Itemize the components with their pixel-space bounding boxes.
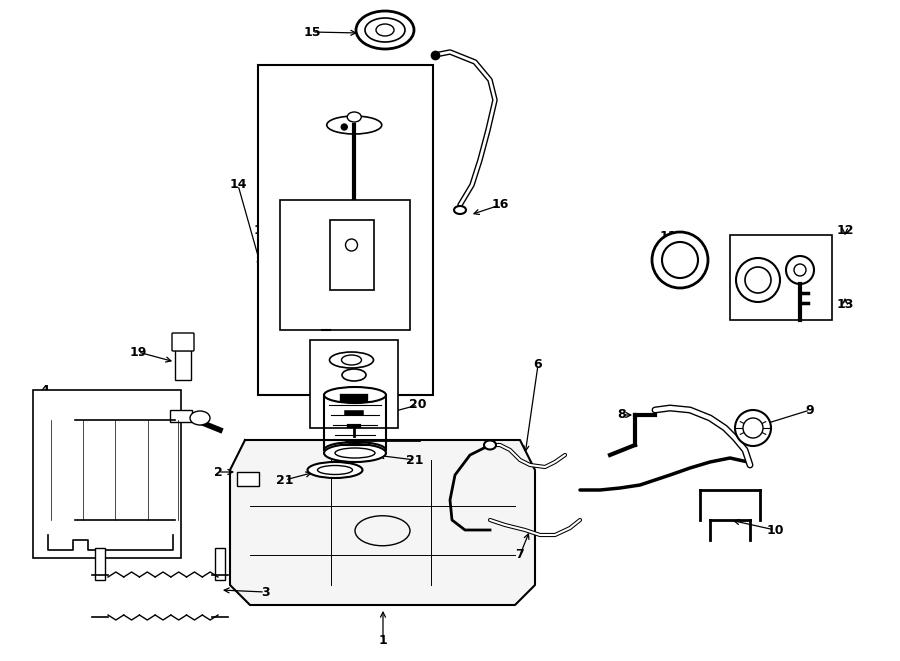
Text: 14: 14 — [230, 178, 247, 192]
Circle shape — [794, 264, 806, 276]
Ellipse shape — [355, 516, 410, 546]
Circle shape — [735, 410, 771, 446]
Ellipse shape — [347, 112, 361, 122]
Text: 4: 4 — [40, 383, 50, 397]
Text: 11: 11 — [659, 231, 677, 243]
Ellipse shape — [376, 24, 394, 36]
Text: 17: 17 — [253, 223, 271, 237]
Text: 13: 13 — [836, 299, 854, 311]
Bar — [280, 200, 410, 330]
Ellipse shape — [318, 465, 353, 475]
Ellipse shape — [342, 354, 366, 366]
Ellipse shape — [324, 444, 386, 462]
Bar — [175, 350, 191, 380]
Text: 15: 15 — [303, 26, 320, 38]
Text: 3: 3 — [261, 586, 269, 598]
Bar — [329, 220, 373, 290]
Text: 1: 1 — [379, 633, 387, 646]
Ellipse shape — [329, 352, 373, 368]
Text: 18: 18 — [410, 352, 427, 364]
Text: 7: 7 — [516, 549, 525, 561]
Circle shape — [745, 267, 771, 293]
Text: 16: 16 — [491, 198, 508, 212]
Text: 20: 20 — [410, 399, 427, 412]
Text: 8: 8 — [617, 408, 626, 422]
Text: 2: 2 — [213, 465, 222, 479]
Ellipse shape — [365, 18, 405, 42]
Bar — [258, 65, 433, 395]
Text: 21: 21 — [406, 453, 424, 467]
Ellipse shape — [454, 206, 466, 214]
Text: 9: 9 — [806, 403, 814, 416]
Text: 19: 19 — [130, 346, 147, 358]
Ellipse shape — [324, 387, 386, 403]
Bar — [170, 410, 192, 422]
Text: 5: 5 — [50, 494, 59, 506]
Ellipse shape — [327, 116, 382, 134]
Text: 6: 6 — [534, 358, 543, 371]
Bar — [730, 235, 832, 320]
Circle shape — [786, 256, 814, 284]
Text: 10: 10 — [766, 524, 784, 537]
Circle shape — [341, 124, 347, 130]
Text: 21: 21 — [276, 473, 293, 486]
Circle shape — [736, 258, 780, 302]
Ellipse shape — [190, 411, 210, 425]
Bar — [215, 548, 225, 580]
Ellipse shape — [484, 440, 496, 449]
Ellipse shape — [308, 462, 363, 478]
Ellipse shape — [335, 448, 375, 458]
Ellipse shape — [356, 11, 414, 49]
Polygon shape — [230, 440, 535, 605]
Bar — [237, 472, 259, 486]
Text: 12: 12 — [836, 223, 854, 237]
Text: 22: 22 — [136, 408, 154, 422]
Ellipse shape — [342, 369, 366, 381]
Circle shape — [743, 418, 763, 438]
Circle shape — [652, 232, 708, 288]
Bar — [310, 340, 398, 428]
FancyBboxPatch shape — [172, 333, 194, 351]
Bar — [33, 390, 181, 558]
Circle shape — [662, 242, 698, 278]
Bar — [95, 548, 105, 580]
Ellipse shape — [341, 355, 362, 365]
